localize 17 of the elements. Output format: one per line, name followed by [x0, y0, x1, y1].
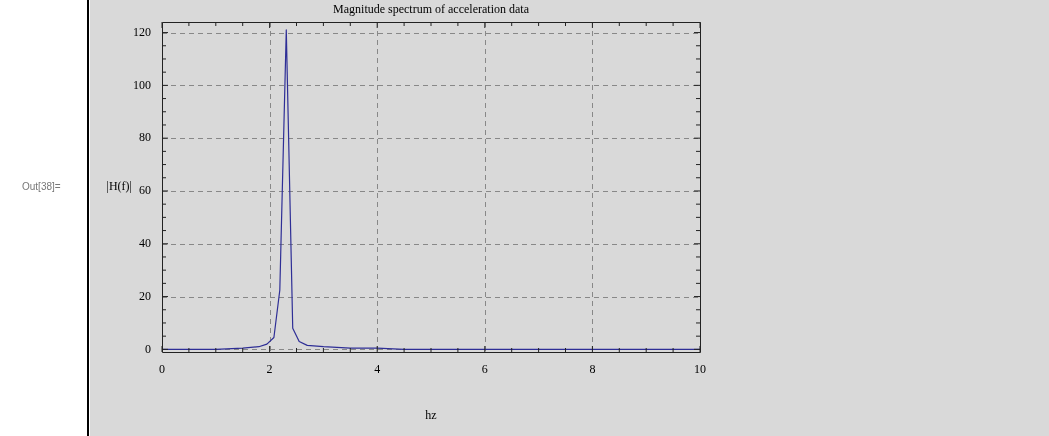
x-tick-label: 4 — [374, 362, 381, 377]
y-tick-label: 120 — [133, 24, 151, 39]
x-tick-label: 0 — [159, 362, 165, 377]
text: Out[38]= — [22, 180, 61, 192]
y-axis-title: |H(f)| — [106, 179, 132, 194]
y-tick-label: 0 — [145, 341, 151, 356]
x-tick-label: 10 — [694, 362, 706, 377]
y-tick-label: 80 — [139, 130, 151, 145]
x-axis-title: hz — [425, 408, 437, 423]
chart-title: Magnitude spectrum of acceleration data — [333, 2, 530, 17]
y-tick-label: 20 — [139, 288, 151, 303]
y-tick-label: 100 — [133, 77, 151, 92]
y-tick-label: 60 — [139, 183, 151, 198]
y-tick-label: 40 — [139, 235, 151, 250]
x-tick-label: 6 — [481, 362, 488, 377]
x-tick-label: 8 — [589, 362, 596, 377]
x-tick-label: 2 — [266, 362, 273, 377]
